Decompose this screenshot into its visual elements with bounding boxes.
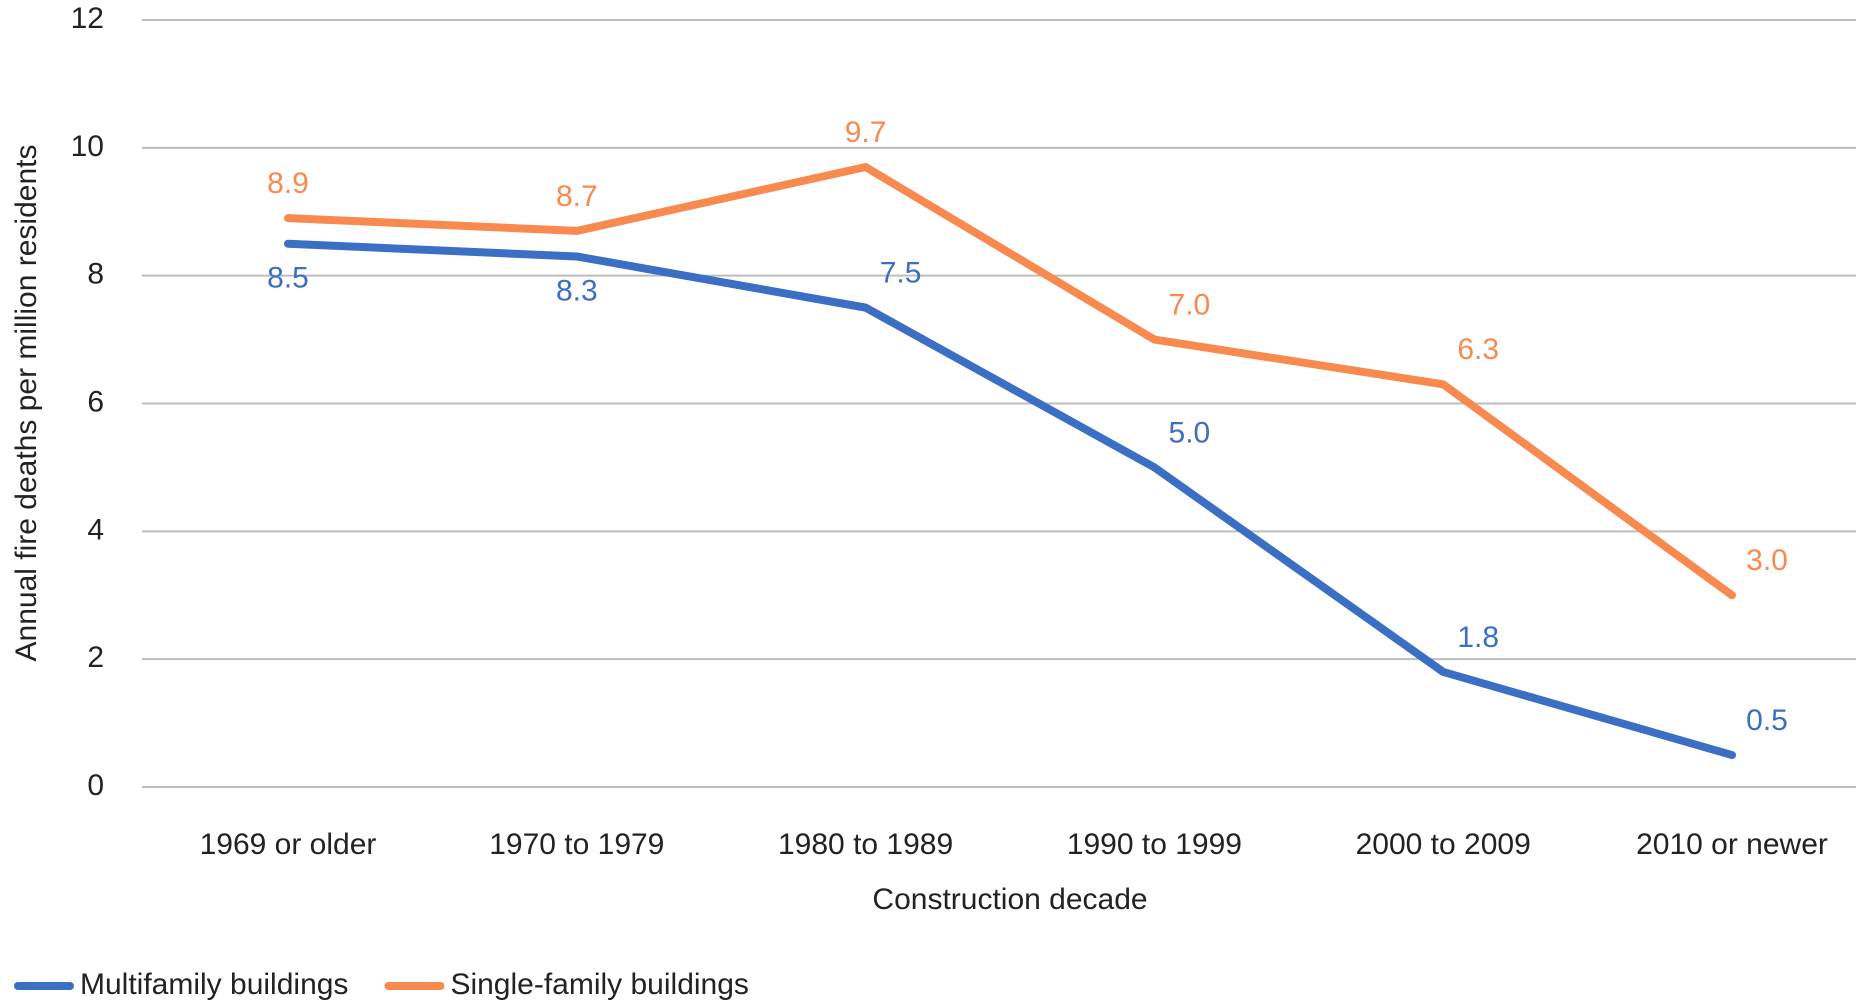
x-tick-label: 2010 or newer xyxy=(1636,828,1828,861)
y-tick-label: 2 xyxy=(87,641,104,674)
y-tick-label: 0 xyxy=(87,769,104,802)
legend-label: Multifamily buildings xyxy=(80,968,348,1001)
x-tick-label: 1990 to 1999 xyxy=(1067,828,1242,861)
data-label: 3.0 xyxy=(1746,544,1788,577)
data-label: 7.5 xyxy=(880,257,922,290)
y-tick-label: 10 xyxy=(71,130,104,163)
y-tick-label: 6 xyxy=(87,385,104,418)
y-axis-title: Annual fire deaths per million residents xyxy=(10,145,43,662)
data-label: 6.3 xyxy=(1457,333,1499,366)
series-line xyxy=(284,239,1736,760)
x-tick-label: 1980 to 1989 xyxy=(778,828,953,861)
x-tick-label: 1970 to 1979 xyxy=(489,828,664,861)
data-label: 5.0 xyxy=(1169,416,1211,449)
y-tick-label: 12 xyxy=(71,2,104,35)
data-label: 8.3 xyxy=(556,274,598,307)
data-label: 9.7 xyxy=(845,116,887,149)
data-label: 8.5 xyxy=(267,262,309,295)
data-label: 8.9 xyxy=(267,167,309,200)
x-tick-label: 1969 or older xyxy=(200,828,377,861)
series-line xyxy=(284,163,1736,600)
x-axis-title: Construction decade xyxy=(872,883,1147,916)
x-tick-label: 2000 to 2009 xyxy=(1356,828,1531,861)
data-label: 7.0 xyxy=(1169,289,1211,322)
y-tick-label: 4 xyxy=(87,513,104,546)
y-tick-label: 8 xyxy=(87,258,104,291)
data-label: 1.8 xyxy=(1457,621,1499,654)
data-label: 8.7 xyxy=(556,180,598,213)
data-label: 0.5 xyxy=(1746,704,1788,737)
legend-label: Single-family buildings xyxy=(450,968,748,1001)
